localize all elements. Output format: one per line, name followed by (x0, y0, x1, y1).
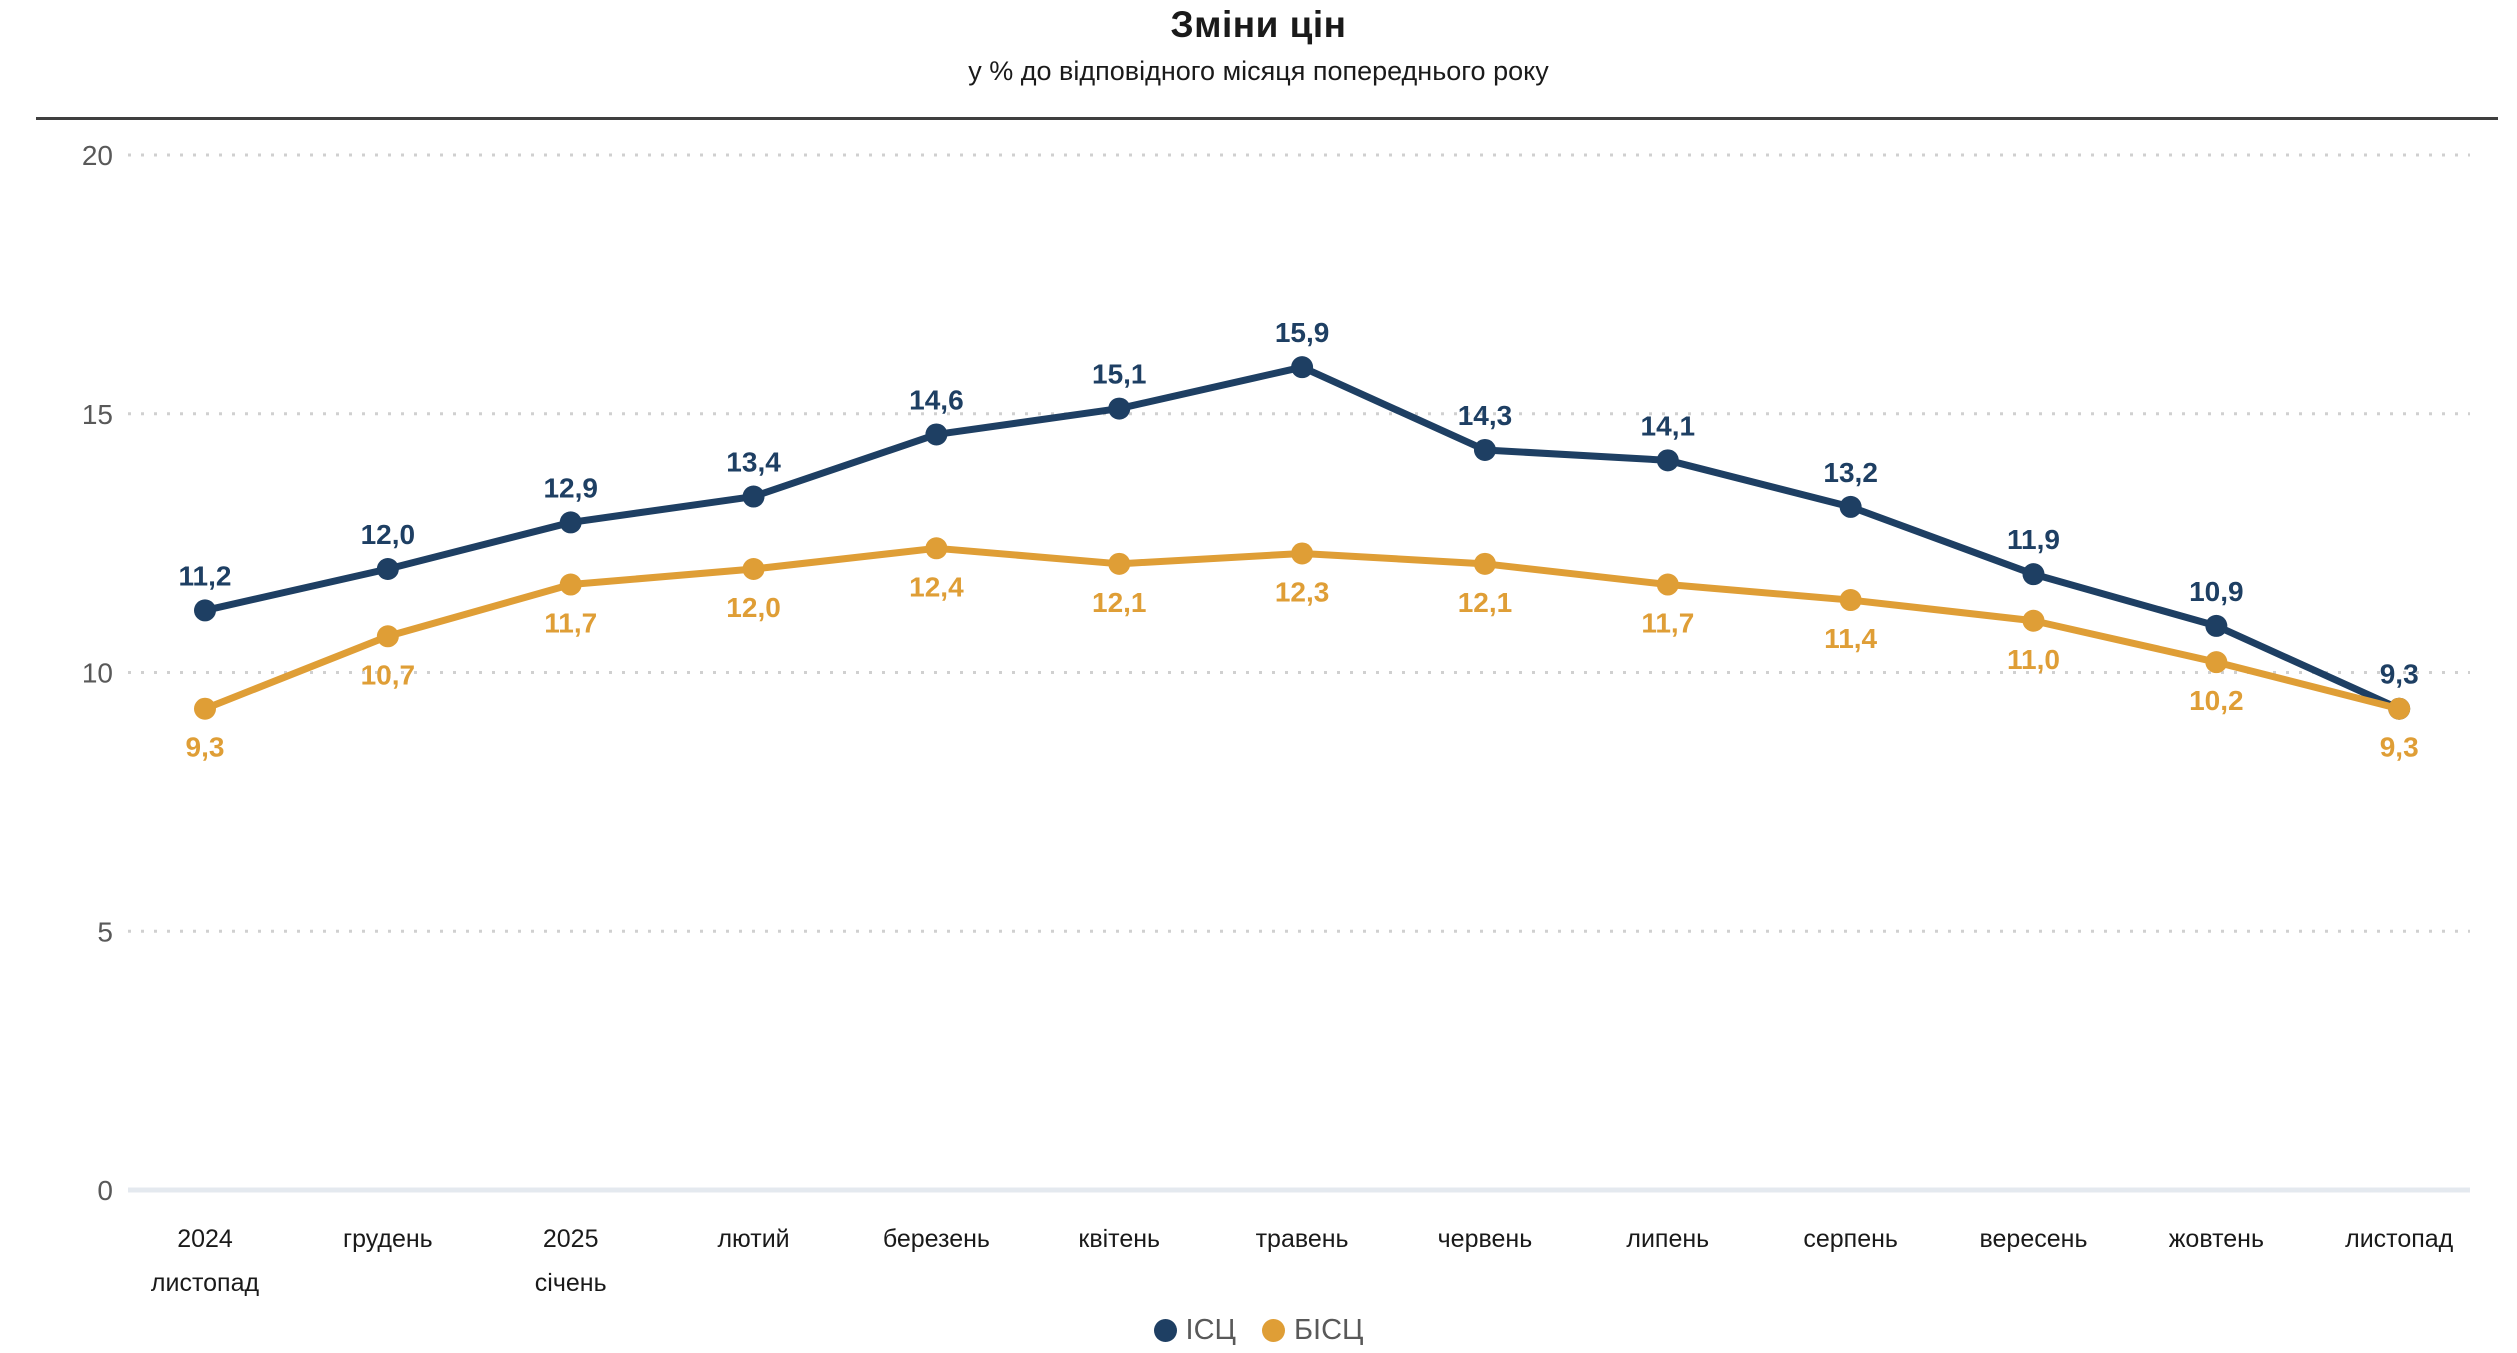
data-label-icp: 14,1 (1641, 410, 1696, 441)
chart-legend: ІСЦ БІСЦ (0, 1314, 2517, 1347)
data-label-bicp: 11,7 (1641, 608, 1694, 639)
data-label-icp: 10,9 (2189, 576, 2244, 607)
data-point-bicp (1656, 573, 1679, 596)
data-point-icp (376, 558, 399, 580)
data-point-icp (742, 485, 765, 508)
data-label-bicp: 12,1 (1092, 587, 1147, 618)
x-axis-label: 2025 (543, 1225, 599, 1253)
data-point-icp (194, 599, 216, 622)
legend-dot-icp-icon (1153, 1319, 1177, 1342)
x-axis-label: серпень (1803, 1225, 1898, 1253)
y-axis-label: 0 (97, 1175, 113, 1206)
data-label-icp: 12,0 (361, 519, 416, 550)
data-label-bicp: 12,0 (726, 592, 781, 623)
data-point-bicp (1839, 589, 1862, 612)
chart-title: Зміни цін (1170, 4, 1347, 45)
data-point-bicp (1291, 542, 1314, 565)
data-point-icp (1291, 356, 1314, 379)
legend-label-bicp: БІСЦ (1293, 1314, 1364, 1346)
legend-item-icp: ІСЦ (1153, 1314, 1236, 1347)
x-axis-label: січень (535, 1269, 607, 1297)
data-label-bicp: 10,7 (361, 659, 416, 690)
series-line-bicp (201, 544, 2403, 713)
header-divider (36, 117, 2498, 120)
data-label-icp: 14,6 (909, 384, 964, 415)
data-point-bicp (2205, 651, 2228, 674)
data-label-icp: 9,3 (2380, 659, 2419, 690)
legend-label-icp: ІСЦ (1185, 1314, 1236, 1346)
data-point-bicp (1473, 552, 1496, 575)
data-label-bicp: 11,4 (1824, 623, 1877, 654)
data-label-icp: 15,1 (1092, 359, 1147, 390)
y-axis-label: 20 (82, 140, 113, 171)
x-axis-label: листопад (151, 1269, 260, 1297)
data-point-bicp (925, 537, 948, 560)
data-label-bicp: 11,7 (544, 608, 597, 639)
data-point-icp (2022, 563, 2045, 586)
data-point-icp (559, 511, 582, 534)
x-axis-label: червень (1438, 1225, 1533, 1253)
data-label-icp: 11,2 (179, 560, 232, 591)
data-point-bicp (2388, 697, 2411, 720)
chart-subtitle: у % до відповідного місяця попереднього … (968, 56, 1549, 86)
x-axis-label: жовтень (2169, 1225, 2264, 1253)
x-axis-label: вересень (1980, 1225, 2088, 1253)
x-axis-label: липень (1626, 1225, 1709, 1253)
data-point-bicp (194, 697, 216, 720)
data-label-icp: 13,4 (726, 447, 781, 478)
legend-item-bicp: БІСЦ (1261, 1314, 1364, 1347)
x-axis-label: листопад (2345, 1225, 2454, 1253)
x-axis-label: березень (883, 1225, 990, 1253)
data-label-bicp: 10,2 (2189, 685, 2244, 716)
x-axis-label: грудень (343, 1225, 433, 1253)
x-axis-label: квітень (1078, 1225, 1160, 1253)
x-axis-label: 2024 (177, 1225, 233, 1253)
data-point-bicp (742, 558, 765, 580)
series-line-icp (201, 363, 2403, 713)
data-point-bicp (559, 573, 582, 596)
data-point-icp (1839, 495, 1862, 518)
data-label-icp: 13,2 (1823, 457, 1878, 488)
legend-dot-bicp-icon (1261, 1319, 1285, 1342)
data-label-icp: 15,9 (1275, 317, 1330, 348)
data-label-icp: 14,3 (1458, 400, 1513, 431)
data-label-bicp: 9,3 (186, 732, 225, 763)
data-label-bicp: 9,3 (2380, 732, 2419, 763)
data-point-icp (1108, 397, 1131, 420)
data-point-icp (925, 423, 948, 446)
data-label-icp: 11,9 (2007, 524, 2060, 555)
data-point-bicp (2022, 609, 2045, 632)
y-axis-label: 15 (82, 399, 113, 430)
data-point-bicp (1108, 552, 1131, 575)
data-label-bicp: 12,3 (1275, 576, 1330, 607)
data-point-icp (2205, 614, 2228, 637)
data-label-bicp: 11,0 (2007, 644, 2060, 675)
y-axis-label: 5 (97, 916, 113, 947)
data-point-bicp (376, 625, 399, 648)
data-label-icp: 12,9 (543, 472, 598, 503)
data-label-bicp: 12,4 (909, 571, 964, 602)
x-axis-label: травень (1256, 1225, 1349, 1253)
x-axis-label: лютий (717, 1225, 789, 1253)
data-point-icp (1473, 438, 1496, 461)
data-point-icp (1656, 449, 1679, 472)
data-label-bicp: 12,1 (1458, 587, 1513, 618)
y-axis-label: 10 (82, 658, 113, 689)
